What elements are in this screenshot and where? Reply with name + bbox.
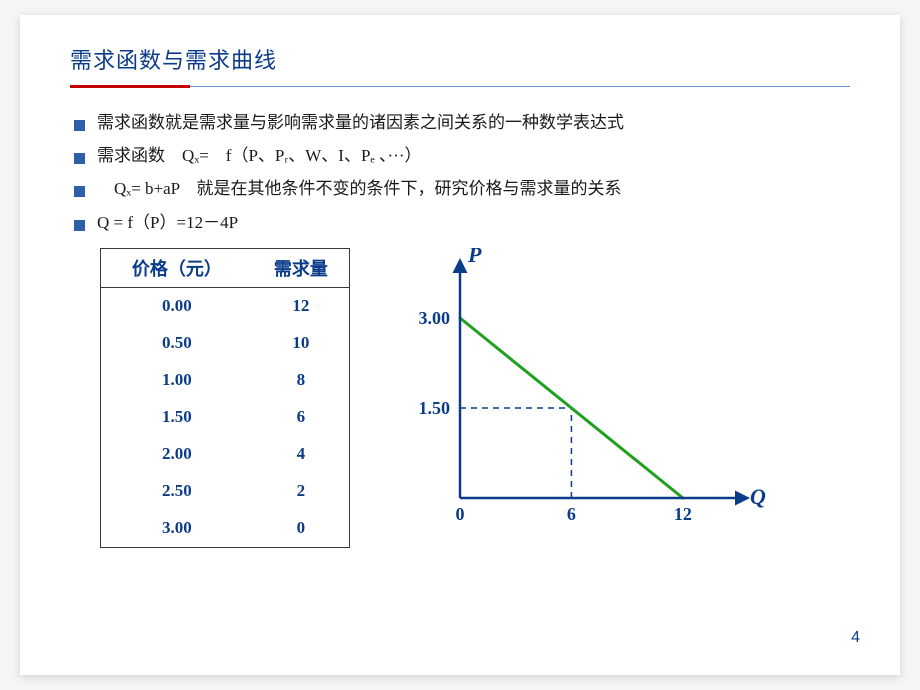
- table-cell: 6: [253, 399, 350, 436]
- svg-text:3.00: 3.00: [419, 308, 451, 328]
- content-row: 价格（元） 需求量 0.00120.50101.0081.5062.0042.5…: [70, 248, 850, 548]
- table-cell: 12: [253, 287, 350, 325]
- table-cell: 10: [253, 325, 350, 362]
- svg-text:6: 6: [567, 504, 576, 524]
- table-cell: 2: [253, 473, 350, 510]
- demand-chart: 0 6 12 1.50 3.00 P Q: [390, 248, 770, 548]
- table-cell: 0.00: [101, 287, 253, 325]
- table-row: 2.004: [101, 436, 350, 473]
- bullet-text: 需求函数 Qₓ= f（P、Pᵣ、W、I、Pₑ 、···）: [97, 142, 422, 169]
- chart-svg: 0 6 12 1.50 3.00 P Q: [390, 248, 770, 548]
- rule-red: [70, 85, 190, 88]
- table-row: 2.502: [101, 473, 350, 510]
- bullet-text: Q = f（P）=12－4P: [97, 209, 238, 236]
- title-rule: [70, 85, 850, 91]
- bullet-item: Qₓ= b+aP 就是在其他条件不变的条件下，研究价格与需求量的关系: [74, 175, 850, 202]
- svg-text:12: 12: [674, 504, 692, 524]
- table-row: 0.0012: [101, 287, 350, 325]
- svg-text:0: 0: [456, 504, 465, 524]
- bullet-square-icon: [74, 220, 85, 231]
- demand-table: 价格（元） 需求量 0.00120.50101.0081.5062.0042.5…: [100, 248, 350, 548]
- bullet-square-icon: [74, 186, 85, 197]
- table-cell: 1.50: [101, 399, 253, 436]
- table-cell: 2.50: [101, 473, 253, 510]
- bullet-square-icon: [74, 153, 85, 164]
- bullet-item: 需求函数 Qₓ= f（P、Pᵣ、W、I、Pₑ 、···）: [74, 142, 850, 169]
- table-row: 1.008: [101, 362, 350, 399]
- svg-text:Q: Q: [750, 484, 766, 509]
- bullet-list: 需求函数就是需求量与影响需求量的诸因素之间关系的一种数学表达式 需求函数 Qₓ=…: [74, 109, 850, 236]
- table-cell: 0.50: [101, 325, 253, 362]
- bullet-square-icon: [74, 120, 85, 131]
- page-number: 4: [851, 629, 860, 647]
- table-header-row: 价格（元） 需求量: [101, 248, 350, 287]
- bullet-text: 需求函数就是需求量与影响需求量的诸因素之间关系的一种数学表达式: [97, 109, 624, 136]
- svg-text:1.50: 1.50: [419, 398, 451, 418]
- table-header: 需求量: [253, 248, 350, 287]
- slide: 需求函数与需求曲线 需求函数就是需求量与影响需求量的诸因素之间关系的一种数学表达…: [20, 15, 900, 675]
- table-row: 0.5010: [101, 325, 350, 362]
- table-cell: 8: [253, 362, 350, 399]
- rule-blue: [190, 86, 850, 87]
- bullet-item: 需求函数就是需求量与影响需求量的诸因素之间关系的一种数学表达式: [74, 109, 850, 136]
- table-body: 0.00120.50101.0081.5062.0042.5023.000: [101, 287, 350, 547]
- table-row: 3.000: [101, 510, 350, 548]
- table-cell: 1.00: [101, 362, 253, 399]
- svg-text:P: P: [467, 248, 482, 267]
- table-row: 1.506: [101, 399, 350, 436]
- table-cell: 2.00: [101, 436, 253, 473]
- table-cell: 0: [253, 510, 350, 548]
- table-header: 价格（元）: [101, 248, 253, 287]
- bullet-item: Q = f（P）=12－4P: [74, 209, 850, 236]
- table-cell: 4: [253, 436, 350, 473]
- slide-title: 需求函数与需求曲线: [70, 43, 850, 75]
- bullet-text: Qₓ= b+aP 就是在其他条件不变的条件下，研究价格与需求量的关系: [97, 175, 622, 202]
- table-cell: 3.00: [101, 510, 253, 548]
